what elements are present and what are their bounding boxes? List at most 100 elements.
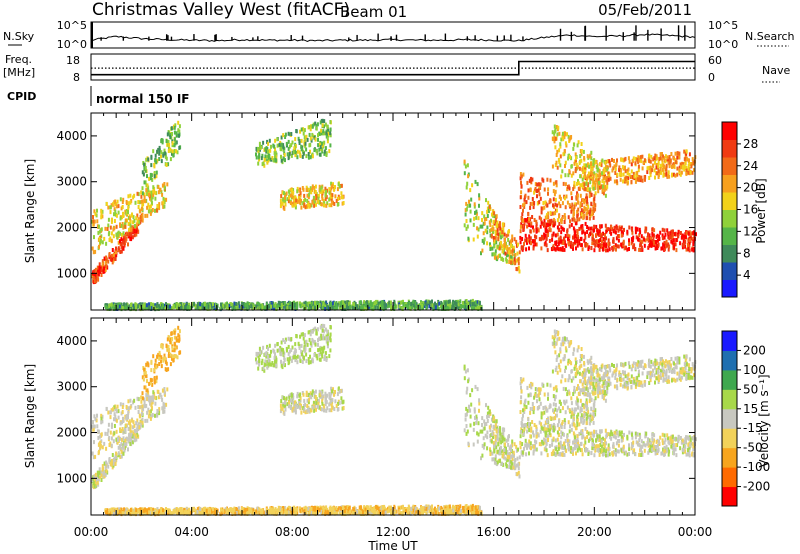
power-cell: [505, 233, 508, 238]
power-cell: [150, 197, 153, 202]
power-cell: [271, 301, 274, 306]
velocity-cell: [115, 429, 118, 434]
power-cell: [547, 230, 550, 235]
power-cell: [337, 196, 339, 201]
power-cell: [151, 177, 154, 182]
power-cell: [334, 185, 336, 189]
power-cell: [318, 142, 321, 147]
velocity-cell: [135, 434, 138, 439]
power-cell: [640, 234, 643, 239]
power-cell: [122, 197, 125, 202]
power-cell: [576, 191, 579, 196]
velocity-cell: [113, 431, 116, 436]
power-cell: [136, 213, 139, 218]
power-cell: [618, 167, 621, 172]
power-cell: [622, 230, 624, 235]
power-cell: [322, 305, 325, 310]
power-cell: [425, 301, 428, 306]
power-cell: [447, 305, 450, 310]
power-cell: [581, 183, 584, 188]
power-cell: [291, 140, 294, 145]
power-cell: [593, 171, 596, 176]
velocity-cell: [132, 420, 135, 425]
power-cell: [388, 300, 391, 305]
power-cell: [309, 203, 312, 208]
cpid-panel: CPID normal 150 IF: [7, 86, 190, 106]
power-cell: [568, 224, 571, 229]
velocity-cell: [130, 430, 133, 435]
power-cell: [651, 168, 654, 173]
power-cell: [119, 216, 122, 221]
power-cell: [659, 163, 662, 168]
power-cell: [554, 136, 557, 141]
power-cell: [119, 197, 122, 202]
power-cell: [284, 198, 287, 203]
power-cell: [597, 189, 600, 194]
power-cell: [593, 228, 596, 233]
power-cell: [618, 234, 621, 238]
power-cell: [604, 193, 607, 198]
power-cell: [152, 185, 155, 190]
power-cell: [478, 203, 480, 208]
power-cell: [557, 237, 560, 242]
power-cell: [688, 162, 691, 167]
power-cell: [104, 260, 107, 265]
power-cell: [670, 232, 673, 237]
power-cell: [459, 303, 462, 308]
power-cell: [290, 153, 293, 158]
power-cell: [667, 170, 670, 175]
power-cell: [626, 229, 629, 234]
power-cell: [568, 186, 571, 191]
power-cell: [583, 200, 586, 205]
power-cell: [434, 305, 437, 310]
power-cell: [109, 205, 112, 210]
power-cell: [456, 304, 459, 309]
power-cell: [522, 227, 525, 232]
velocity-cell: [163, 353, 166, 358]
power-cell: [235, 305, 238, 310]
power-cell: [205, 303, 208, 308]
power-cell: [539, 196, 542, 201]
velocity-cell: [165, 344, 168, 348]
velocity-cell: [125, 436, 128, 441]
power-cell: [309, 149, 311, 154]
power-cell: [465, 207, 468, 212]
velocity-cell: [171, 337, 173, 341]
power-cell: [547, 211, 550, 216]
velocity-cell: [153, 368, 156, 372]
power-cell: [584, 168, 587, 173]
power-cell: [471, 298, 474, 303]
power-cell: [470, 197, 473, 202]
power-cell: [583, 171, 586, 176]
power-cell: [562, 137, 565, 142]
power-cell: [572, 146, 575, 151]
power-cell: [507, 237, 510, 242]
power-cell: [276, 143, 279, 148]
velocity-cell: [150, 378, 153, 383]
velocity-cell: [97, 473, 100, 478]
power-cell: [159, 305, 162, 310]
power-cell: [494, 249, 497, 254]
power-cell: [473, 302, 476, 306]
velocity-cell: [258, 346, 261, 351]
velocity-cell: [117, 409, 120, 414]
power-cell: [693, 168, 695, 173]
power-cell: [290, 132, 293, 136]
power-cell: [687, 170, 690, 175]
power-cell: [578, 226, 581, 231]
power-cell: [221, 305, 224, 310]
velocity-cell: [99, 434, 102, 439]
velocity-cell: [147, 390, 150, 395]
power-cell: [389, 300, 392, 305]
power-cell: [518, 269, 521, 274]
power-cell: [321, 123, 324, 128]
power-cell: [663, 165, 666, 170]
velocity-cell: [144, 404, 147, 409]
power-cell: [636, 227, 639, 232]
power-cell: [598, 233, 601, 237]
nave-tick-top: 60: [708, 54, 722, 67]
power-cell: [151, 195, 154, 200]
power-cell: [564, 173, 567, 178]
power-cell: [101, 262, 104, 267]
power-cell: [173, 137, 176, 142]
